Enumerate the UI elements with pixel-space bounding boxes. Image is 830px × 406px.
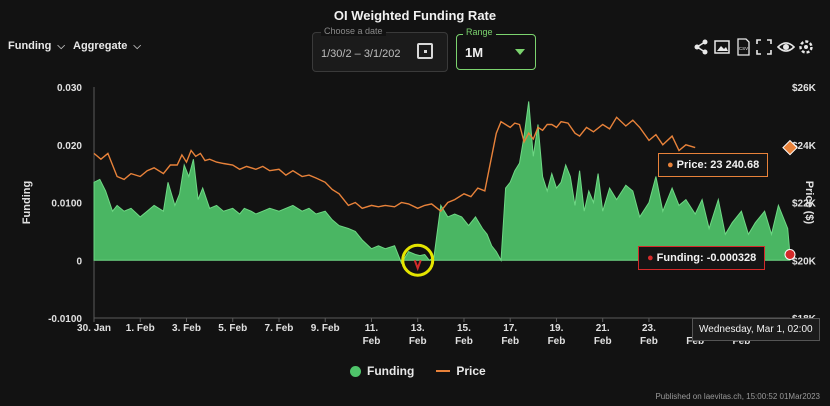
date-picker-label: Choose a date <box>321 26 386 36</box>
share-icon[interactable] <box>693 38 709 56</box>
funding-swatch-icon <box>350 365 361 377</box>
price-dot-icon: ● <box>667 159 674 171</box>
eye-icon[interactable] <box>776 38 796 56</box>
date-range-value: 1/30/2 – 3/1/202 <box>321 48 401 60</box>
range-label: Range <box>463 27 496 37</box>
range-value: 1M <box>465 45 484 60</box>
y2-tick-label: $26K <box>792 83 817 94</box>
funding-dot-icon: ● <box>647 252 654 264</box>
y-tick-label: 0.020 <box>57 141 82 152</box>
mode-dropdown[interactable]: Aggregate ⌵ <box>73 40 141 52</box>
y2-tick-label: $20K <box>792 256 817 267</box>
legend: Funding Price <box>350 364 486 378</box>
price-marker <box>782 139 798 156</box>
chevron-down-icon: ⌵ <box>133 41 141 52</box>
funding-tooltip: ● Funding: -0.000328 <box>638 246 766 270</box>
funding-area <box>93 101 791 265</box>
range-select[interactable]: Range 1M <box>456 27 536 70</box>
chevron-down-icon: ⌵ <box>57 41 65 52</box>
price-line <box>93 116 696 213</box>
price-tooltip-text: Price: 23 240.68 <box>676 159 760 171</box>
x-tick-label: 17. <box>503 323 517 334</box>
price-tooltip: ● Price: 23 240.68 <box>658 153 769 177</box>
price-swatch-icon <box>436 370 451 372</box>
x-tick-label: 19. <box>550 323 564 334</box>
x-tick-label: 3. Feb <box>172 323 201 334</box>
metric-label: Funding <box>8 40 52 52</box>
y2-axis-title: Price ($) <box>803 181 815 225</box>
legend-funding-label: Funding <box>367 364 415 378</box>
y-tick-label: 0 <box>76 256 82 267</box>
x-tick-label: 21. <box>596 323 610 334</box>
y-tick-label: 0.030 <box>57 83 82 94</box>
x-tick-label: Feb <box>501 336 519 347</box>
image-icon[interactable] <box>714 38 730 56</box>
x-tick-label: 15. <box>457 323 471 334</box>
date-tooltip: Wednesday, Mar 1, 02:00 <box>692 318 820 341</box>
x-tick-label: 9. Feb <box>311 323 340 334</box>
funding-tooltip-text: Funding: -0.000328 <box>656 252 757 264</box>
date-picker[interactable]: Choose a date 1/30/2 – 3/1/202 <box>312 26 448 72</box>
y-tick-label: -0.0100 <box>48 314 82 325</box>
y2-tick-label: $22K <box>792 199 817 210</box>
settings-icon[interactable] <box>798 38 814 56</box>
metric-dropdown[interactable]: Funding ⌵ <box>8 40 65 52</box>
y2-tick-label: $24K <box>792 141 817 152</box>
mode-label: Aggregate <box>73 40 128 52</box>
x-tick-label: 1. Feb <box>126 323 155 334</box>
x-tick-label: Feb <box>455 336 473 347</box>
x-tick-label: Feb <box>594 336 612 347</box>
legend-item-funding[interactable]: Funding <box>350 364 414 378</box>
x-tick-label: Feb <box>363 336 381 347</box>
y-tick-label: 0.0100 <box>51 199 82 210</box>
legend-item-price[interactable]: Price <box>436 364 486 378</box>
calendar-icon[interactable] <box>417 43 433 59</box>
y-axis-title: Funding <box>21 181 33 224</box>
x-tick-label: 7. Feb <box>265 323 294 334</box>
dropdown-arrow-icon <box>515 49 525 55</box>
fullscreen-icon[interactable] <box>756 38 772 56</box>
x-tick-label: Feb <box>548 336 566 347</box>
x-tick-label: 5. Feb <box>218 323 247 334</box>
x-tick-label: 23. <box>642 323 656 334</box>
x-tick-label: Feb <box>733 336 751 347</box>
highlight-circle <box>401 243 435 277</box>
negative-funding-mark <box>413 259 422 272</box>
funding-marker <box>784 248 796 260</box>
x-tick-label: 11. <box>365 323 379 334</box>
credit-text: Published on laevitas.ch, 15:00:52 01Mar… <box>655 392 820 401</box>
x-tick-label: 30. Jan <box>77 323 111 334</box>
toolbar: CSV <box>693 38 814 56</box>
svg-text:CSV: CSV <box>739 46 748 51</box>
chart-title: OI Weighted Funding Rate <box>333 8 497 23</box>
x-tick-label: Feb <box>686 336 704 347</box>
csv-icon[interactable]: CSV <box>735 38 751 56</box>
legend-price-label: Price <box>456 364 486 378</box>
x-tick-label: Feb <box>640 336 658 347</box>
x-tick-label: 13. <box>411 323 425 334</box>
x-tick-label: Feb <box>409 336 427 347</box>
